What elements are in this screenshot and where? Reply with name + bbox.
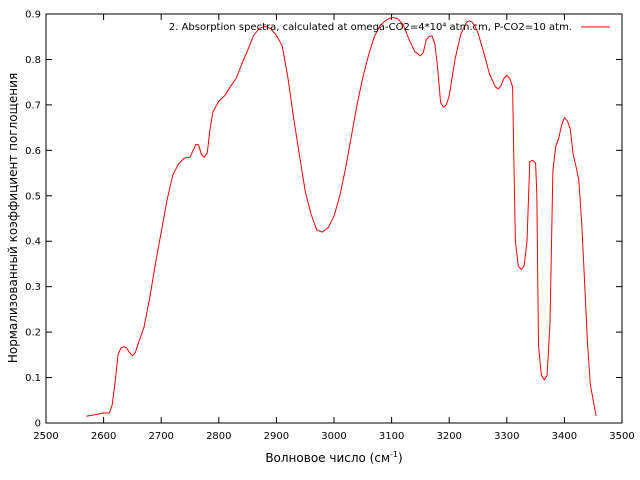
x-tick-label: 3500 [609,431,634,442]
x-tick-label: 3400 [552,431,577,442]
y-ticks: 0 0.1 0.2 0.3 0.4 0.5 0.6 0.7 0.8 0.9 [25,10,622,430]
x-tick-label: 3000 [321,431,346,442]
x-tick-label: 2500 [33,431,58,442]
y-tick-label: 0.9 [25,10,41,21]
x-tick-label: 2700 [148,431,173,442]
x-tick-label: 3300 [494,431,519,442]
y-tick-label: 0.5 [25,191,41,202]
x-axis-label-sup: -1 [390,450,398,459]
series-group [86,16,597,417]
y-tick-label: 0.3 [25,282,41,293]
legend-label: 2. Absorption spectra, calculated at ome… [169,22,572,33]
x-tick-label: 3100 [379,431,404,442]
y-tick-label: 0.2 [25,328,41,339]
x-axis-label-main: Волновое число (см [265,451,390,465]
y-tick-label: 0 [35,419,41,430]
y-tick-label: 0.8 [25,55,41,66]
y-tick-label: 0.1 [25,373,41,384]
legend: 2. Absorption spectra, calculated at ome… [169,22,610,33]
plot-frame [45,13,623,424]
x-tick-label: 2800 [206,431,231,442]
y-axis-label: Нормализованный коэффициент поглощения [6,73,20,363]
y-tick-label: 0.7 [25,100,41,111]
x-axis-label-end: ) [398,451,403,465]
y-tick-label: 0.4 [25,237,41,248]
y-tick-label: 0.6 [25,146,41,157]
x-axis-label: Волновое число (см-1) [265,450,402,465]
x-tick-label: 2900 [264,431,289,442]
series-line [86,16,597,417]
x-tick-label: 3200 [436,431,461,442]
x-ticks: 2500 2600 2700 2800 2900 3000 3100 3200 3300 3400… [33,14,635,442]
x-tick-label: 2600 [91,431,116,442]
